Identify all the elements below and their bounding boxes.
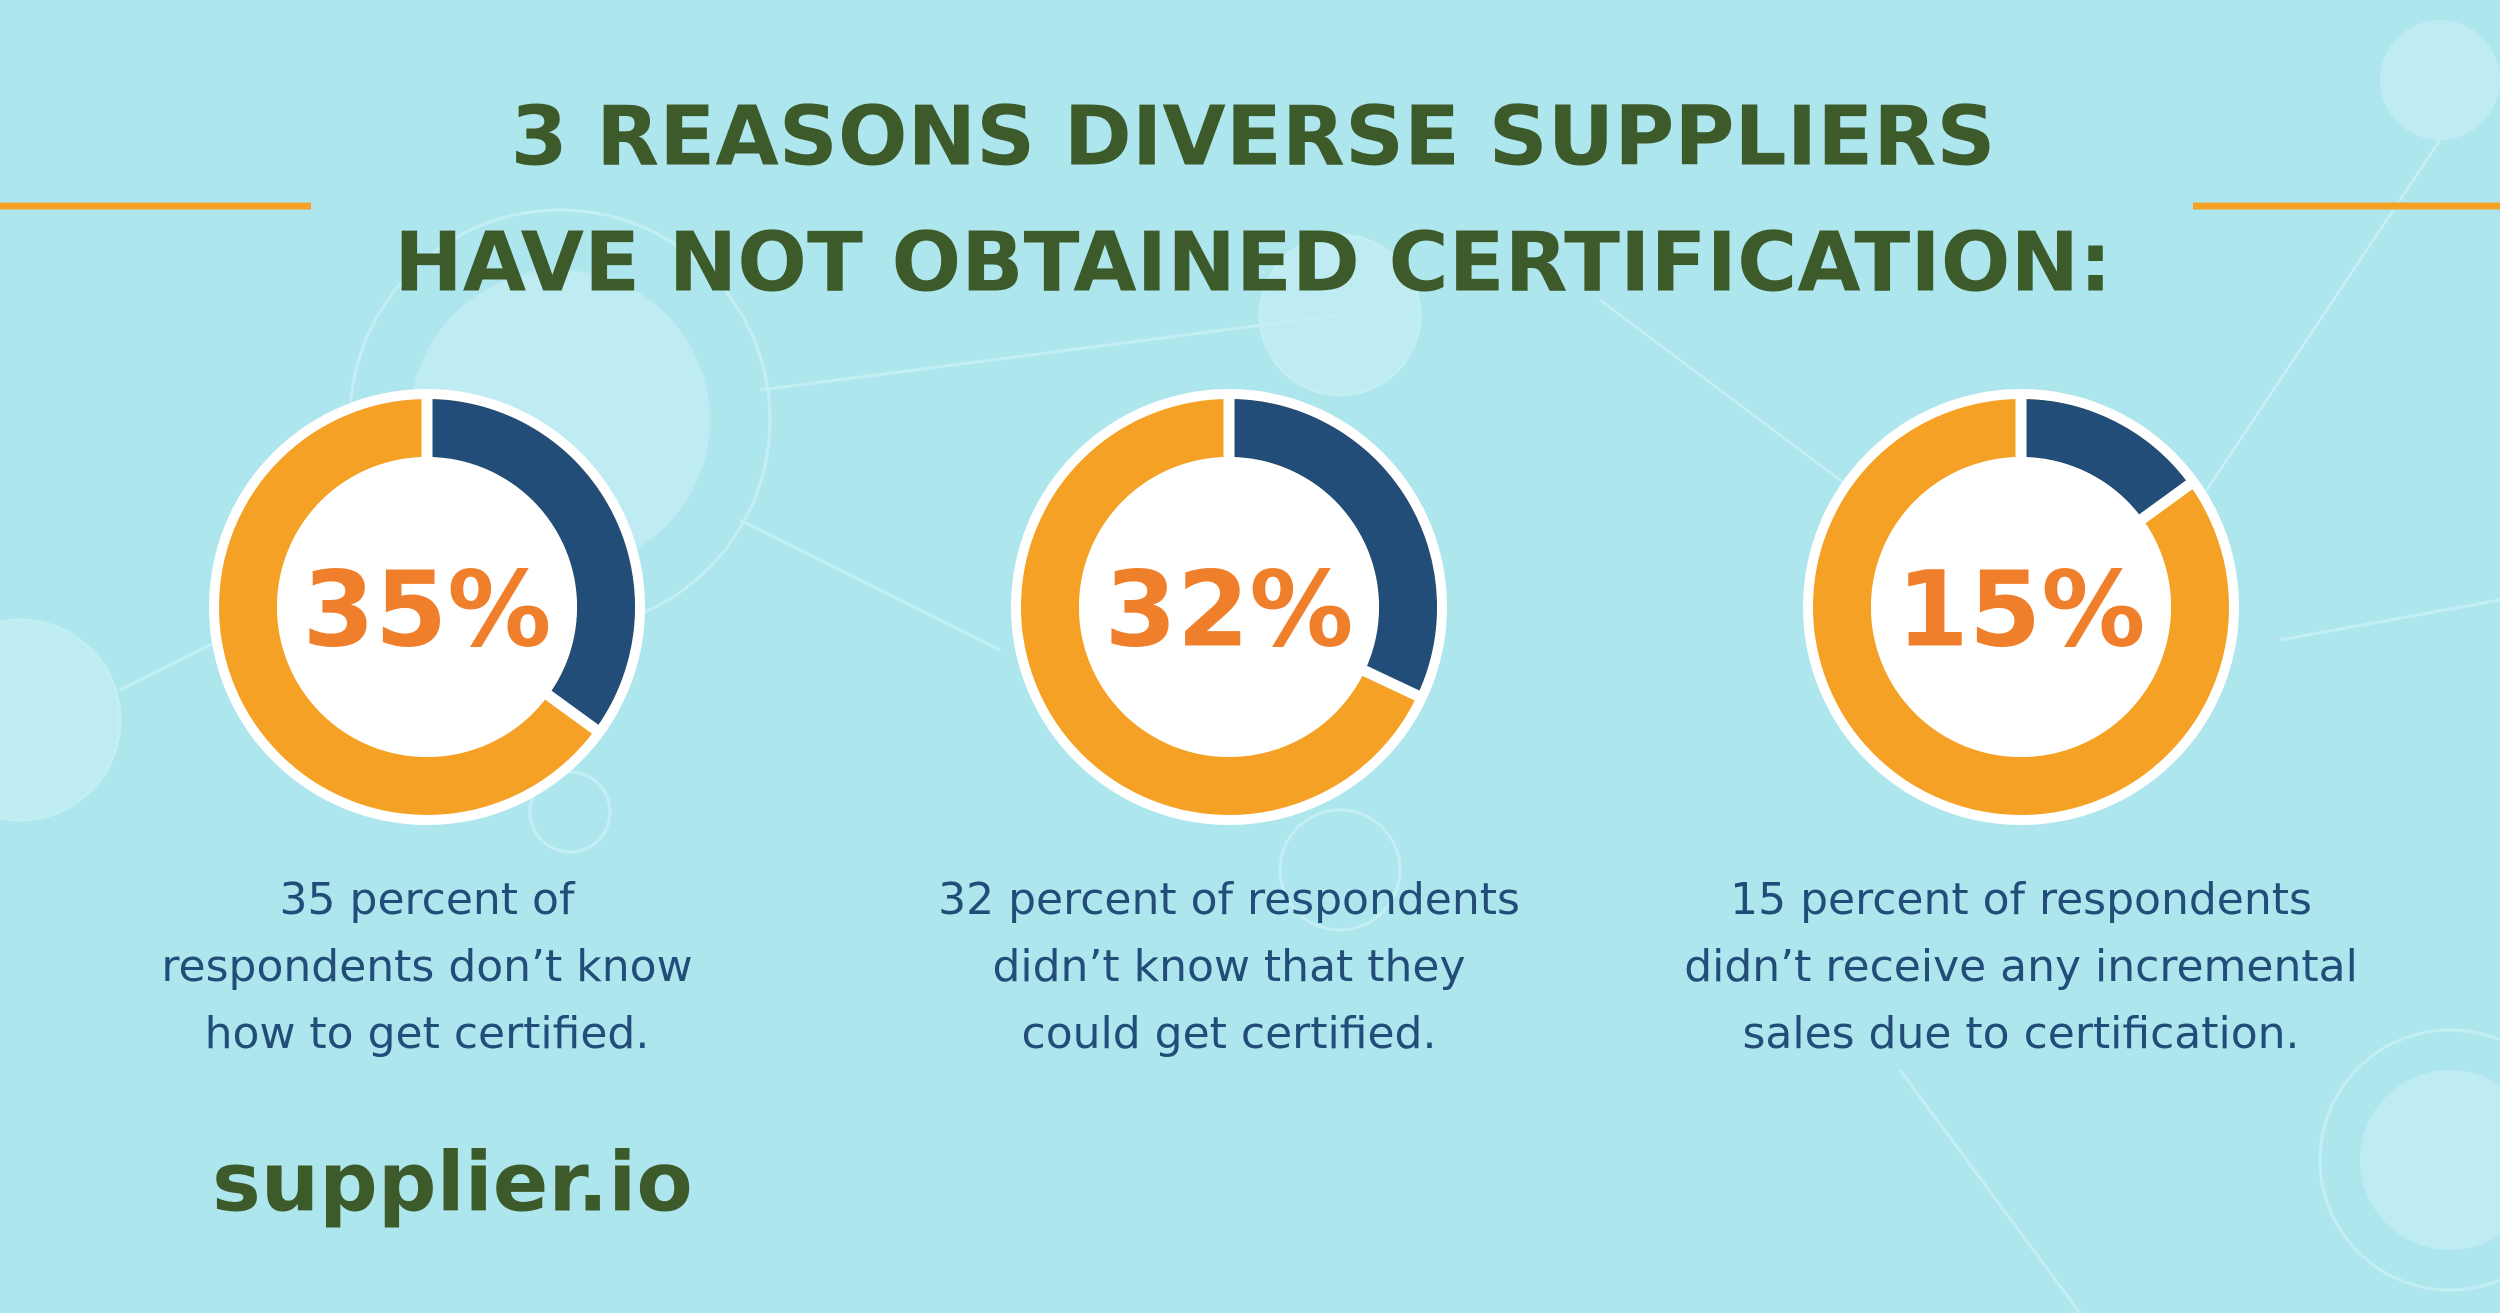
donut-segment	[2020, 399, 2190, 520]
segment-gap	[541, 688, 604, 738]
description: 15 percent of respondents	[1730, 874, 2312, 925]
description: could get certified.	[1022, 1008, 1437, 1059]
segment-gap	[2135, 476, 2198, 526]
description: how to get certified.	[205, 1008, 650, 1059]
description: 32 percent of respondents	[938, 874, 1520, 925]
description: didn’t receive any incremental	[1684, 941, 2358, 992]
title: HAVE NOT OBTAINED CERTIFICATION:	[394, 215, 2112, 310]
percent-label: 15%	[1897, 548, 2146, 670]
donut-center	[1871, 457, 2171, 757]
description: respondents don’t know	[161, 941, 692, 992]
description: sales due to certification.	[1742, 1008, 2299, 1059]
title: 3 REASONS DIVERSE SUPPLIERS	[511, 89, 1996, 184]
description: didn’t know that they	[992, 941, 1465, 992]
donut-segment	[426, 399, 635, 730]
percent-label: 32%	[1105, 548, 1354, 670]
donut-center	[1079, 457, 1379, 757]
percent-label: 35%	[303, 548, 552, 670]
description: 35 percent of	[280, 874, 576, 925]
brand-logo: supplier.io	[212, 1135, 693, 1230]
donut-center	[277, 457, 577, 757]
segment-gap	[1358, 664, 1425, 704]
donut-segment	[1228, 399, 1437, 696]
